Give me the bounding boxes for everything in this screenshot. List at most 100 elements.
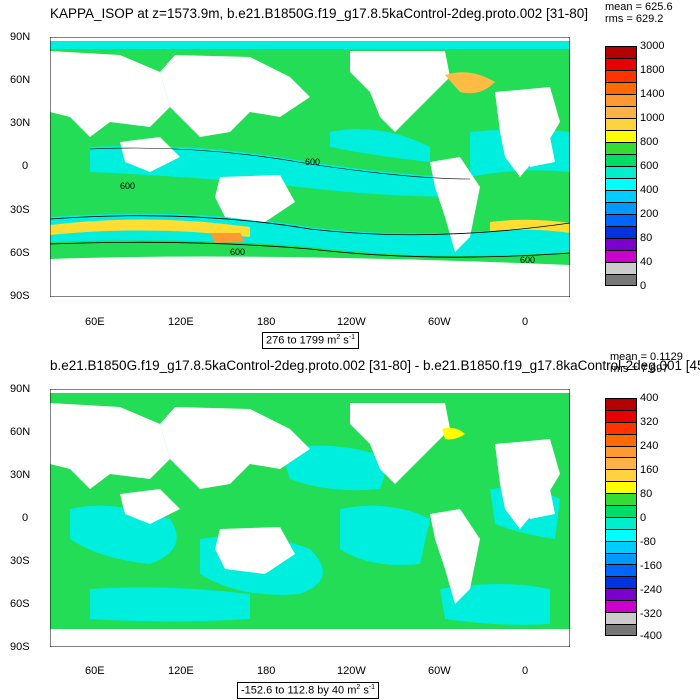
colorbar-swatch <box>606 262 636 274</box>
colorbar-swatch <box>606 528 636 541</box>
colorbar-label: -80 <box>640 536 656 548</box>
colorbar-swatch <box>606 600 636 613</box>
lat-label: 60N <box>10 74 31 86</box>
colorbar-swatch <box>606 46 636 58</box>
colorbar-swatch <box>606 481 636 494</box>
colorbar-swatch <box>606 82 636 94</box>
lon-label: 60W <box>428 665 451 677</box>
lon-label: 60E <box>85 316 105 328</box>
colorbar-swatch <box>606 588 636 601</box>
colorbar-swatch <box>606 130 636 142</box>
lat-label: 30N <box>10 469 31 481</box>
lat-label: 30S <box>10 204 30 216</box>
map-difference <box>50 389 570 647</box>
colorbar-swatch <box>606 457 636 470</box>
colorbar-swatch <box>606 226 636 238</box>
colorbar-swatch <box>606 250 636 262</box>
lon-label: 60W <box>428 316 451 328</box>
colorbar-label: 240 <box>640 440 659 452</box>
colorbar-swatch <box>606 202 636 214</box>
colorbar-swatch <box>606 166 636 178</box>
rms-stat: rms = 629.2 <box>605 13 664 25</box>
colorbar-label: -320 <box>640 608 663 620</box>
lat-label: 60N <box>10 426 31 438</box>
colorbar-label: -160 <box>640 560 663 572</box>
colorbar-swatch <box>606 445 636 458</box>
colorbar-label: 80 <box>640 488 653 500</box>
colorbar-swatch <box>606 409 636 422</box>
colorbar-label: 0 <box>640 280 647 292</box>
rms-stat: rms = 7.897 <box>610 363 669 375</box>
colorbar-label: 40 <box>640 256 653 268</box>
lon-label: 180 <box>257 316 276 328</box>
lon-label: 120E <box>168 665 194 677</box>
lat-label: 60S <box>10 247 30 259</box>
lon-label: 0 <box>522 665 529 677</box>
colorbar-swatch <box>606 178 636 190</box>
colorbar-swatch <box>606 274 636 286</box>
colorbar-label: 800 <box>640 136 659 148</box>
lat-label: 90S <box>10 641 30 653</box>
lat-label: 90S <box>10 290 30 302</box>
colorbar-swatch <box>606 564 636 577</box>
colorbar-swatch <box>606 552 636 565</box>
contour-label: 600 <box>230 247 245 257</box>
colorbar-swatch <box>606 106 636 118</box>
colorbar-swatch <box>606 623 636 636</box>
colorbar-label: 160 <box>640 464 659 476</box>
colorbar-swatch <box>606 94 636 106</box>
colorbar-label: 1000 <box>640 112 665 124</box>
colorbar-label: 3000 <box>640 40 665 52</box>
colorbar-swatch <box>606 493 636 506</box>
lon-label: 60E <box>85 665 105 677</box>
colorbar-swatch <box>606 612 636 624</box>
lat-label: 0 <box>22 512 29 524</box>
contour-label: 600 <box>120 181 135 191</box>
contour-label: 600 <box>305 157 320 167</box>
colorbar-label: 1800 <box>640 64 665 76</box>
colorbar-swatch <box>606 540 636 553</box>
lon-label: 180 <box>257 665 276 677</box>
colorbar-swatch <box>606 58 636 70</box>
colorbar-swatch <box>606 214 636 226</box>
lat-label: 90N <box>10 383 31 395</box>
colorbar-label: -400 <box>640 630 663 642</box>
colorbar <box>605 46 637 286</box>
mean-stat: mean = 0.1129 <box>610 351 683 363</box>
colorbar-swatch <box>606 70 636 82</box>
colorbar-label: 600 <box>640 160 659 172</box>
lon-label: 120W <box>337 665 366 677</box>
colorbar-label: 80 <box>640 232 653 244</box>
lon-label: 120W <box>337 316 366 328</box>
colorbar-swatch <box>606 142 636 154</box>
colorbar-label: 400 <box>640 392 659 404</box>
colorbar-swatch <box>606 469 636 482</box>
contour-label: 600 <box>520 255 535 265</box>
mean-stat: mean = 625.6 <box>605 1 673 13</box>
colorbar-swatch <box>606 238 636 250</box>
lat-label: 30N <box>10 117 31 129</box>
colorbar-swatch <box>606 118 636 130</box>
colorbar-label: 200 <box>640 208 659 220</box>
panel-title: b.e21.B1850G.f19_g17.8.5kaControl-2deg.p… <box>50 358 700 373</box>
colorbar-label: 320 <box>640 416 659 428</box>
colorbar <box>605 398 637 636</box>
panel-title: KAPPA_ISOP at z=1573.9m, b.e21.B1850G.f1… <box>50 6 588 21</box>
colorbar-swatch <box>606 433 636 446</box>
colorbar-swatch <box>606 516 636 529</box>
range-label: -152.6 to 112.8 by 40 m2 s-1 <box>237 682 380 699</box>
lon-label: 0 <box>522 316 529 328</box>
colorbar-swatch <box>606 154 636 166</box>
lat-label: 90N <box>10 31 31 43</box>
range-label: 276 to 1799 m2 s-1 <box>262 332 360 349</box>
colorbar-label: -240 <box>640 584 663 596</box>
map-kappa-isop: 600 600 600 600 <box>50 37 570 297</box>
colorbar-swatch <box>606 398 636 410</box>
lat-label: 60S <box>10 598 30 610</box>
lat-label: 0 <box>22 160 29 172</box>
lat-label: 30S <box>10 555 30 567</box>
colorbar-label: 400 <box>640 184 659 196</box>
colorbar-swatch <box>606 190 636 202</box>
colorbar-swatch <box>606 576 636 589</box>
colorbar-swatch <box>606 505 636 517</box>
